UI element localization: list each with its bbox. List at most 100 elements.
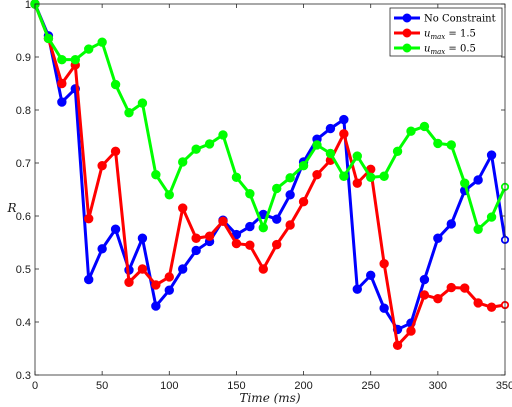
series-1-point <box>272 214 282 224</box>
y-tick-label: 0.4 <box>16 317 31 329</box>
plot-background <box>35 4 505 375</box>
series-1-point <box>352 284 362 294</box>
series-1-point <box>164 285 174 295</box>
series-1-point <box>285 190 295 200</box>
x-tick-label: 50 <box>96 380 108 392</box>
series-3-point <box>486 212 497 222</box>
series-layer <box>30 0 510 351</box>
series-3-point <box>204 139 215 149</box>
series-1-point <box>245 221 255 232</box>
series-1-point <box>84 274 94 285</box>
series-3-point <box>392 146 403 157</box>
x-tick-label: 100 <box>160 380 178 392</box>
series-1-point <box>137 233 148 243</box>
series-2-point <box>392 340 403 351</box>
legend-swatch-marker <box>402 13 412 23</box>
y-tick-label: 0.3 <box>16 370 31 382</box>
series-2-point <box>339 129 349 139</box>
series-2-point <box>124 277 134 287</box>
series-2-point <box>204 231 215 241</box>
series-2-point <box>379 259 389 269</box>
series-3-point <box>110 79 121 90</box>
series-3-point <box>460 178 470 188</box>
legend-label-value: = 1.5 <box>445 29 476 40</box>
series-1-point <box>433 233 443 243</box>
series-3-point <box>366 172 376 183</box>
series-1-point <box>379 303 389 313</box>
y-tick-label: 1 <box>25 0 31 11</box>
x-tick-label: 300 <box>429 380 447 392</box>
series-3-point <box>218 130 228 140</box>
series-1-point <box>110 224 121 234</box>
series-3-point <box>258 222 268 233</box>
legend-entry-3: umax = 0.5 <box>394 43 476 57</box>
x-axis-label: Time (ms) <box>239 391 300 405</box>
legend-label-subscript: max <box>430 48 445 56</box>
legend-entry-1: No Constraint <box>394 13 496 25</box>
series-1-point <box>419 274 430 285</box>
y-tick-label: 0.8 <box>16 105 31 117</box>
series-2-point <box>164 272 174 282</box>
series-2-point <box>298 196 309 207</box>
legend-label-base: u <box>424 44 430 55</box>
series-1-point <box>366 270 376 281</box>
series-3-point <box>379 171 389 181</box>
legend-swatch-marker <box>402 28 412 38</box>
series-3-point <box>473 224 483 234</box>
series-3-point <box>352 151 362 161</box>
x-tick-label: 250 <box>362 380 380 392</box>
series-3-point <box>433 138 443 149</box>
y-tick-label: 0.9 <box>16 52 31 64</box>
series-3-point <box>97 37 107 47</box>
series-2-point <box>245 240 255 250</box>
series-3-point <box>84 44 94 54</box>
series-2-point <box>352 178 362 188</box>
series-2-point <box>57 78 67 89</box>
series-1-point <box>178 264 188 274</box>
series-1-point <box>473 175 483 185</box>
series-2-point <box>460 283 470 293</box>
series-2-point <box>137 264 148 274</box>
y-tick-label: 0.6 <box>16 211 31 223</box>
series-2-point <box>486 302 497 312</box>
series-2-point <box>231 238 242 249</box>
series-1-point <box>97 244 107 254</box>
series-3-point <box>57 54 67 65</box>
series-2-point <box>272 239 282 250</box>
series-3-point <box>419 121 430 132</box>
legend-label: No Constraint <box>424 14 496 25</box>
series-1-point <box>57 97 67 107</box>
legend-label: umax = 0.5 <box>424 44 476 57</box>
series-2-point <box>97 160 107 171</box>
series-1-point <box>191 245 201 256</box>
series-2-point <box>419 290 430 300</box>
series-1-point <box>486 150 497 160</box>
series-3-point <box>406 126 416 136</box>
series-2-point <box>218 216 228 227</box>
axis-layer: 0 50 100 150 200 250 300 350 0.3 0.4 0.5 0.6 0.7 0.8 0… <box>16 0 512 392</box>
series-3-point <box>151 169 161 180</box>
series-2-point <box>446 282 456 293</box>
series-3-point <box>298 160 309 171</box>
series-2-point <box>151 280 161 290</box>
series-2-point <box>84 213 94 224</box>
series-2-point <box>178 203 188 213</box>
legend-label: umax = 1.5 <box>424 29 476 42</box>
series-3-point <box>43 33 54 44</box>
legend-entry-2: umax = 1.5 <box>394 28 476 42</box>
series-3-point <box>137 98 148 108</box>
series-2-point <box>110 146 121 157</box>
x-tick-label: 350 <box>496 380 512 392</box>
series-2-point <box>406 326 416 336</box>
series-3-point <box>272 183 282 194</box>
x-tick-label: 150 <box>227 380 245 392</box>
series-2-point <box>258 264 268 274</box>
series-3-point <box>325 148 336 159</box>
series-3-point <box>446 140 456 150</box>
series-3-point <box>191 144 201 154</box>
plot-frame <box>34 3 506 376</box>
legend-label-base: u <box>424 29 430 40</box>
x-tick-label: 0 <box>32 380 38 392</box>
series-2-point <box>312 169 322 180</box>
